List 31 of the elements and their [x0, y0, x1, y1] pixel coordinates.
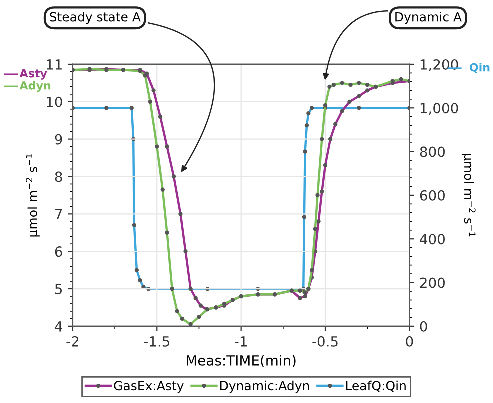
legend-label: Dynamic:Adyn [220, 380, 310, 393]
x-tick-label: -2 [66, 336, 78, 347]
text: Asty [20, 69, 48, 80]
y-tick-label: 9 [55, 134, 62, 145]
y-tick-label: 7 [56, 209, 62, 220]
x-tick-label: -1.5 [144, 336, 170, 347]
x-tick-label: -1 [235, 336, 247, 347]
y2-tick-label: 600 [420, 190, 445, 201]
y2-tick-label: 400 [420, 234, 445, 245]
y2-tick-label: 1,200 [420, 59, 458, 72]
text: Qin [470, 63, 490, 74]
legend-label: LeafQ:Qin [346, 380, 406, 392]
x-tick-label: -0.5 [312, 336, 338, 347]
annotation: Steady state A [50, 12, 141, 24]
y-tick-label: 5 [55, 284, 62, 294]
legend-label: GasEx:Asty [114, 381, 184, 393]
y2-tick-label: 200 [420, 278, 445, 288]
text: Adyn [20, 81, 51, 92]
y-tick-label: 10 [47, 96, 62, 108]
y2-tick-label: 1,000 [420, 103, 458, 116]
y-tick-label: 6 [55, 246, 62, 258]
y2-tick-label: 800 [420, 146, 445, 158]
y-tick-label: 8 [55, 172, 62, 182]
annotation: Dynamic A [396, 12, 462, 24]
y2-tick-label: 0 [420, 321, 428, 332]
y-tick-label: 4 [55, 322, 62, 332]
y2-axis-title: µmol m$^{−2}$ s$^{−1}$ [462, 154, 476, 237]
x-tick-label: 0 [406, 336, 414, 347]
x-axis-title: Meas:TIME(min) [187, 355, 296, 368]
y-tick-label: 11 [47, 60, 62, 70]
y-axis-title: µmol m$^{−2}$ s$^{−1}$ [26, 154, 40, 237]
